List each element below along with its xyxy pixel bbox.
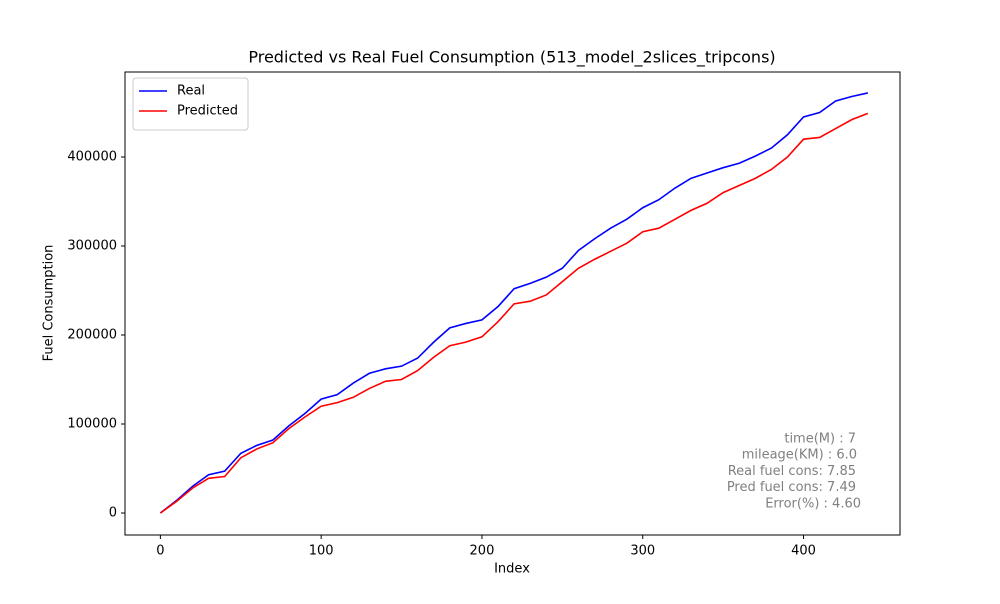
annotation: Real fuel cons: 7.85 <box>728 464 856 479</box>
y-tick-label: 400000 <box>67 149 117 164</box>
x-tick-label: 100 <box>309 544 334 559</box>
data-line <box>159 112 869 514</box>
x-tick-label: 0 <box>156 544 164 559</box>
y-tick-label: 200000 <box>67 328 117 343</box>
chart-title: Predicted vs Real Fuel Consumption (513_… <box>248 48 775 68</box>
y-tick-label: 100000 <box>67 417 117 432</box>
x-tick-label: 300 <box>630 544 655 559</box>
legend-label: Real <box>177 84 205 99</box>
x-tick-label: 200 <box>470 544 495 559</box>
annotation: Error(%) : 4.60 <box>765 496 861 511</box>
annotation: time(M) : 7 <box>784 432 856 447</box>
x-axis-label: Index <box>494 562 530 577</box>
plot-frame <box>124 71 901 536</box>
annotation: mileage(KM) : 6.0 <box>742 448 857 463</box>
annotation: Pred fuel cons: 7.49 <box>727 480 856 495</box>
y-axis-label: Fuel Consumption <box>42 245 57 362</box>
y-tick-label: 0 <box>109 506 117 521</box>
data-line <box>159 92 869 514</box>
x-tick-label: 400 <box>791 544 816 559</box>
legend-label: Predicted <box>177 104 238 119</box>
y-tick-label: 300000 <box>67 239 117 254</box>
